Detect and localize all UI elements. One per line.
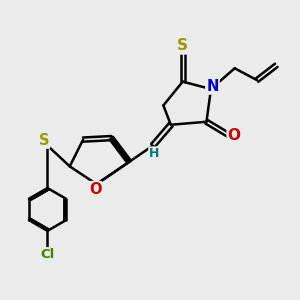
Text: S: S [39,133,49,148]
Text: O: O [89,182,101,197]
Text: N: N [206,79,219,94]
Text: Cl: Cl [40,248,55,261]
Text: O: O [228,128,241,142]
Text: H: H [149,147,160,161]
Text: S: S [177,38,188,53]
